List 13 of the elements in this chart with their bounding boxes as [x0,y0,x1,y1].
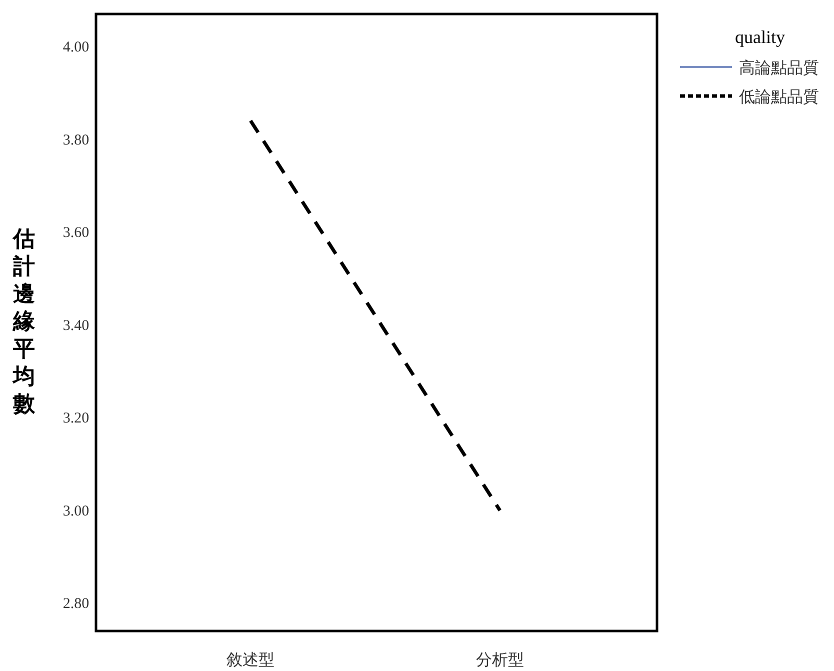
y-tick-label: 3.80 [62,132,90,148]
y-tick-label: 3.20 [62,410,90,427]
y-tick-label: 3.00 [62,503,90,520]
y-tick-label: 4.00 [62,39,90,56]
y-tick-label: 3.40 [62,318,90,334]
legend-label: 低論點品質 [739,88,819,106]
x-tick-label: 敘述型 [226,651,275,669]
legend-title: quality [735,27,785,47]
y-axis-title: 估計邊緣平均數 [12,226,36,416]
legend-label: 高論點品質 [739,59,819,77]
x-tick-label: 分析型 [476,652,524,669]
y-tick-label: 3.60 [62,225,90,242]
y-tick-label: 2.80 [62,596,90,612]
